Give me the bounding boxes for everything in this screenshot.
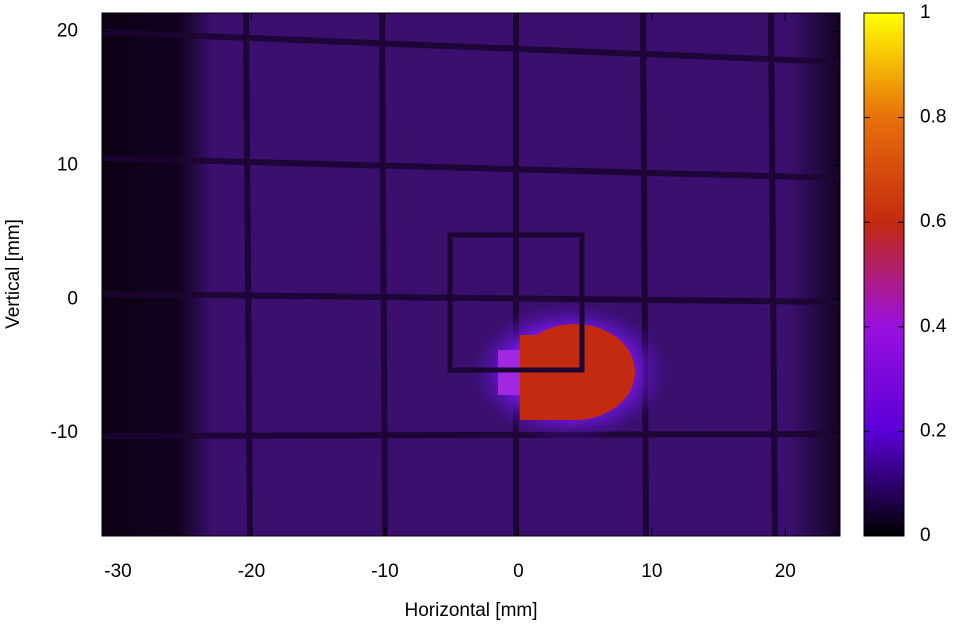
colorbar-tick-label: 0.6	[920, 211, 946, 232]
x-tick-label: -30	[104, 561, 131, 582]
colorbar	[863, 12, 905, 537]
colorbar-tick-label: 0.4	[920, 316, 947, 337]
plot-frame	[101, 12, 841, 537]
heatmap-image	[102, 13, 840, 536]
colorbar-tick-label: 0.2	[920, 420, 946, 441]
x-tick-label: 10	[641, 561, 662, 582]
y-axis-label: Vertical [mm]	[3, 219, 24, 329]
colorbar-tick-label: 0	[920, 525, 931, 546]
y-tick-label: 20	[57, 21, 78, 42]
y-tick-label: 0	[67, 288, 78, 309]
x-tick-label: -10	[371, 561, 398, 582]
x-tick-label: 0	[513, 561, 524, 582]
y-tick-label: -10	[51, 422, 78, 443]
x-tick-label: 20	[775, 561, 796, 582]
x-axis-label: Horizontal [mm]	[404, 600, 537, 621]
colorbar-tick-label: 0.8	[920, 107, 946, 128]
y-tick-label: 10	[57, 155, 78, 176]
colorbar-tick-label: 1	[920, 2, 931, 23]
x-tick-label: -20	[238, 561, 265, 582]
